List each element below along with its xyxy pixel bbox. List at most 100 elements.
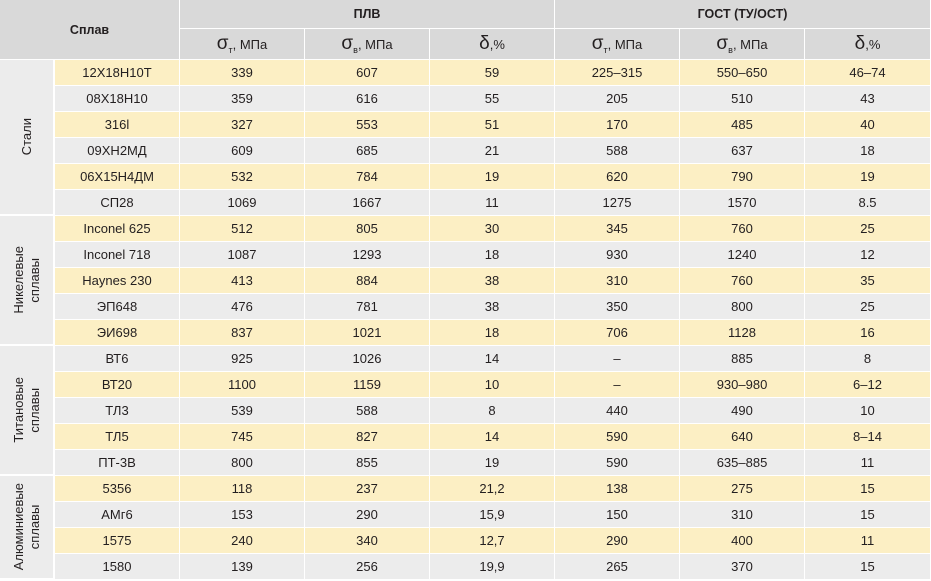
symbol: σ bbox=[716, 33, 729, 54]
label-line: Титановые bbox=[10, 377, 26, 443]
table-row: ЭИ698 837 1021 18 706 1128 16 bbox=[0, 320, 931, 346]
value-cell: 620 bbox=[555, 164, 680, 190]
value-cell: 25 bbox=[805, 294, 931, 320]
value-cell: 800 bbox=[680, 294, 805, 320]
value-cell: 327 bbox=[180, 112, 305, 138]
header-row: σт, МПа σв, МПа δ,% σт, МПа σв, МПа δ,% bbox=[0, 29, 931, 60]
value-cell: 12 bbox=[805, 242, 931, 268]
value-cell: 370 bbox=[680, 554, 805, 580]
value-cell: 512 bbox=[180, 216, 305, 242]
label-line: сплавы bbox=[26, 387, 42, 433]
value-cell: 240 bbox=[180, 528, 305, 554]
table-row: ВТ20 1100 1159 10–930–980 6–12 bbox=[0, 372, 931, 398]
value-cell: 609 bbox=[180, 138, 305, 164]
header-row: Сплав ПЛВ ГОСТ (ТУ/ОСТ) bbox=[0, 0, 931, 60]
value-cell: 685 bbox=[305, 138, 430, 164]
alloy-name: 08Х18Н10 bbox=[55, 86, 180, 112]
value-cell: 760 bbox=[680, 268, 805, 294]
alloy-name: ПТ-3В bbox=[55, 450, 180, 476]
column-header: σт, МПа bbox=[180, 29, 305, 60]
value-cell: 25 bbox=[805, 216, 931, 242]
value-cell: 290 bbox=[555, 528, 680, 554]
value-cell: 930–980 bbox=[680, 372, 805, 398]
value-cell: – bbox=[555, 372, 680, 398]
value-cell: 532 bbox=[180, 164, 305, 190]
symbol: δ bbox=[854, 33, 866, 54]
unit: , МПа bbox=[357, 37, 393, 52]
value-cell: 745 bbox=[180, 424, 305, 450]
value-cell: 8–14 bbox=[805, 424, 931, 450]
value-cell: 1069 bbox=[180, 190, 305, 216]
value-cell: 19 bbox=[430, 164, 555, 190]
value-cell: 14 bbox=[430, 346, 555, 372]
value-cell: 15 bbox=[805, 502, 931, 528]
alloy-name: 06Х15Н4ДМ bbox=[55, 164, 180, 190]
table-row: 09ХН2МД 609 685 21 588 637 18 bbox=[0, 138, 931, 164]
value-cell: 345 bbox=[555, 216, 680, 242]
value-cell: 1100 bbox=[180, 372, 305, 398]
value-cell: 590 bbox=[555, 424, 680, 450]
symbol: σ bbox=[216, 33, 229, 54]
alloy-name: 1580 bbox=[55, 554, 180, 580]
value-cell: 884 bbox=[305, 268, 430, 294]
value-cell: 21 bbox=[430, 138, 555, 164]
table-body: Стали 12Х18Н10Т 339 607 59 225–315 550–650 46–7… bbox=[0, 60, 931, 580]
table-row: 06Х15Н4ДМ 532 784 19 620 790 19 bbox=[0, 164, 931, 190]
value-cell: 340 bbox=[305, 528, 430, 554]
value-cell: 290 bbox=[305, 502, 430, 528]
value-cell: 1087 bbox=[180, 242, 305, 268]
value-cell: 1159 bbox=[305, 372, 430, 398]
value-cell: 925 bbox=[180, 346, 305, 372]
value-cell: 18 bbox=[430, 320, 555, 346]
value-cell: 30 bbox=[430, 216, 555, 242]
value-cell: 43 bbox=[805, 86, 931, 112]
value-cell: 205 bbox=[555, 86, 680, 112]
value-cell: 440 bbox=[555, 398, 680, 424]
alloy-name: 316l bbox=[55, 112, 180, 138]
column-header: σв, МПа bbox=[305, 29, 430, 60]
value-cell: 1293 bbox=[305, 242, 430, 268]
label-line: Алюминиевые bbox=[10, 483, 26, 571]
value-cell: – bbox=[555, 346, 680, 372]
symbol: δ bbox=[479, 33, 490, 54]
value-cell: 760 bbox=[680, 216, 805, 242]
table-row: ТЛ5 745 827 14 590 640 8–14 bbox=[0, 424, 931, 450]
alloy-name: АМг6 bbox=[55, 502, 180, 528]
subscript: в bbox=[728, 45, 733, 55]
value-cell: 15,9 bbox=[430, 502, 555, 528]
label-line: сплавы bbox=[26, 504, 42, 550]
value-cell: 784 bbox=[305, 164, 430, 190]
value-cell: 11 bbox=[805, 450, 931, 476]
alloy-name: Haynes 230 bbox=[55, 268, 180, 294]
value-cell: 1240 bbox=[680, 242, 805, 268]
group-label: Алюминиевые сплавы bbox=[0, 476, 55, 580]
group-label-text: Алюминиевые сплавы bbox=[11, 483, 43, 570]
value-cell: 10 bbox=[805, 398, 931, 424]
table-row: 1575 240 340 12,7 290 400 11 bbox=[0, 528, 931, 554]
value-cell: 150 bbox=[555, 502, 680, 528]
unit: , МПа bbox=[607, 37, 643, 52]
label-line: сплавы bbox=[26, 257, 42, 303]
value-cell: 930 bbox=[555, 242, 680, 268]
symbol: σ bbox=[341, 33, 354, 54]
value-cell: 38 bbox=[430, 268, 555, 294]
group-label: Стали bbox=[0, 60, 55, 216]
group-label-text: Стали bbox=[19, 118, 35, 155]
value-cell: 539 bbox=[180, 398, 305, 424]
value-cell: 607 bbox=[305, 60, 430, 86]
value-cell: 15 bbox=[805, 554, 931, 580]
value-cell: 11 bbox=[430, 190, 555, 216]
value-cell: 118 bbox=[180, 476, 305, 502]
value-cell: 40 bbox=[805, 112, 931, 138]
value-cell: 18 bbox=[805, 138, 931, 164]
table-row: Стали 12Х18Н10Т 339 607 59 225–315 550–650 46–7… bbox=[0, 60, 931, 216]
value-cell: 1026 bbox=[305, 346, 430, 372]
value-cell: 616 bbox=[305, 86, 430, 112]
alloy-name: 1575 bbox=[55, 528, 180, 554]
table-row: Никелевые сплавы Inconel 625 512 805 30 345 760… bbox=[0, 216, 931, 346]
table-row: 08Х18Н10 359 616 55 205 510 43 bbox=[0, 86, 931, 112]
column-header: δ,% bbox=[805, 29, 931, 60]
group-header: ГОСТ (ТУ/ОСТ) bbox=[555, 0, 931, 29]
alloy-name: СП28 bbox=[55, 190, 180, 216]
